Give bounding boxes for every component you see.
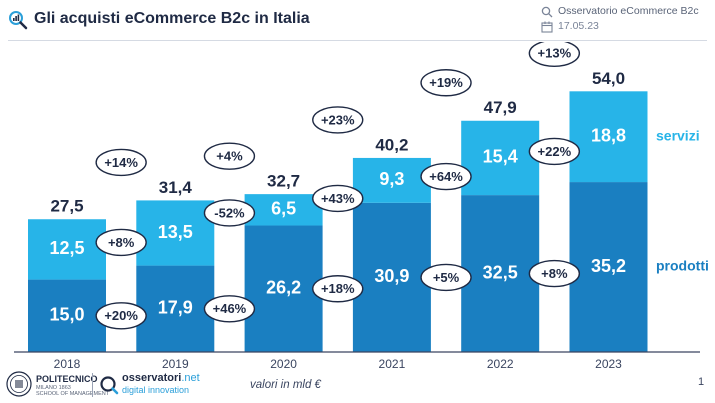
growth-prodotti-2018-2019: +20%	[104, 308, 138, 323]
search-icon	[541, 6, 553, 18]
value-label-servizi-2023: 18,8	[591, 125, 626, 145]
growth-total-2021-2022-bubble	[420, 69, 472, 97]
value-label-prodotti-2018: 15,0	[49, 305, 84, 325]
growth-servizi-2018-2019: +8%	[108, 235, 135, 250]
value-label-servizi-2018: 12,5	[49, 238, 84, 258]
brand-suffix: .net	[181, 372, 200, 384]
value-label-servizi-2022: 15,4	[483, 147, 518, 167]
growth-total-2020-2021-bubble	[312, 106, 364, 134]
growth-prodotti-2020-2021: +18%	[321, 281, 355, 296]
total-label-2020: 32,7	[267, 172, 300, 191]
total-label-2021: 40,2	[375, 135, 408, 154]
bar-prodotti-2018	[28, 279, 106, 352]
x-tick-label-2023: 2023	[595, 357, 622, 368]
growth-prodotti-2019-2020-bubble	[203, 295, 256, 323]
value-label-prodotti-2020: 26,2	[266, 278, 301, 298]
growth-servizi-2022-2023: +22%	[538, 144, 572, 159]
value-label-servizi-2020: 6,5	[271, 199, 296, 219]
page-number: 1	[698, 376, 705, 388]
institution-name: POLITECNICO	[36, 374, 98, 384]
growth-total-2022-2023: +13%	[538, 46, 572, 61]
value-label-prodotti-2023: 35,2	[591, 256, 626, 276]
bar-servizi-2020	[244, 194, 323, 226]
footer: POLITECNICO MILANO 1863 SCHOOL OF MANAGE…	[0, 368, 715, 403]
growth-total-2018-2019: +14%	[104, 155, 138, 170]
growth-total-2020-2021: +23%	[321, 112, 355, 127]
value-label-prodotti-2021: 30,9	[374, 266, 409, 286]
date-label: 17.05.23	[558, 20, 599, 32]
value-label-prodotti-2019: 17,9	[158, 298, 193, 318]
bar-prodotti-2022	[461, 195, 540, 352]
brand-sub: digital innovation	[122, 385, 190, 395]
growth-servizi-2020-2021-bubble	[312, 184, 364, 213]
brand-name: osservatori.net	[122, 372, 200, 384]
page-title: Gli acquisti eCommerce B2c in Italia	[34, 10, 310, 27]
growth-servizi-2021-2022-bubble	[420, 162, 472, 191]
growth-servizi-2019-2020: -52%	[214, 205, 245, 220]
growth-prodotti-2022-2023-bubble	[528, 259, 581, 288]
bar-servizi-2022	[461, 120, 540, 196]
growth-servizi-2018-2019-bubble	[95, 228, 147, 257]
growth-total-2021-2022: +19%	[429, 75, 463, 90]
chart-search-icon	[9, 11, 28, 30]
growth-prodotti-2020-2021-bubble	[312, 275, 364, 303]
growth-total-2018-2019-bubble	[95, 148, 147, 177]
growth-prodotti-2021-2022: +5%	[433, 270, 460, 285]
source-label: Osservatorio eCommerce B2c	[558, 5, 699, 17]
x-tick-label-2020: 2020	[270, 357, 297, 368]
footer-divider	[92, 373, 93, 397]
total-label-2019: 31,4	[159, 178, 193, 197]
x-tick-label-2021: 2021	[379, 357, 406, 368]
brand-name-text: osservatori	[122, 372, 182, 384]
x-tick-label-2018: 2018	[54, 357, 81, 368]
growth-servizi-2022-2023-bubble	[528, 137, 581, 166]
growth-servizi-2020-2021: +43%	[321, 191, 355, 206]
unit-note: valori in mld €	[250, 379, 321, 391]
total-label-2018: 27,5	[50, 197, 83, 216]
value-label-servizi-2019: 13,5	[158, 222, 193, 242]
osservatori-logo-icon	[100, 376, 119, 395]
bar-prodotti-2019	[136, 265, 215, 352]
bar-servizi-2023	[569, 91, 648, 183]
institution-city: MILANO 1863	[36, 385, 71, 391]
growth-total-2019-2020-bubble	[203, 142, 256, 170]
value-label-servizi-2021: 9,3	[379, 169, 404, 189]
bar-servizi-2019	[136, 200, 215, 266]
growth-total-2019-2020: +4%	[216, 149, 243, 164]
bar-prodotti-2020	[244, 225, 323, 352]
growth-servizi-2021-2022: +64%	[429, 169, 463, 184]
growth-total-2022-2023-bubble	[528, 42, 581, 68]
total-label-2023: 54,0	[592, 69, 625, 88]
growth-prodotti-2019-2020: +46%	[213, 301, 247, 316]
header-divider	[8, 40, 707, 41]
institution-sub: MILANO 1863 SCHOOL OF MANAGEMENT	[36, 385, 109, 397]
bar-servizi-2018	[28, 219, 106, 280]
header: Gli acquisti eCommerce B2c in Italia Oss…	[0, 0, 715, 40]
value-label-prodotti-2022: 32,5	[483, 262, 518, 282]
legend-servizi: servizi	[656, 127, 700, 143]
growth-prodotti-2018-2019-bubble	[95, 302, 147, 330]
growth-servizi-2019-2020-bubble	[203, 199, 256, 227]
x-tick-label-2019: 2019	[162, 357, 189, 368]
bar-prodotti-2023	[569, 182, 648, 352]
total-label-2022: 47,9	[484, 98, 517, 117]
bar-servizi-2021	[352, 157, 431, 203]
institution-school: SCHOOL OF MANAGEMENT	[36, 391, 110, 397]
calendar-icon	[541, 21, 553, 33]
stacked-bar-chart: 15,0 12,5 27,5 2018 17,9 13,5 31,4 2019 26,2 6,5 3…	[14, 42, 709, 368]
growth-prodotti-2021-2022-bubble	[420, 263, 472, 292]
x-tick-label-2022: 2022	[487, 357, 514, 368]
legend-prodotti: prodotti	[656, 258, 709, 274]
bar-prodotti-2021	[352, 202, 431, 352]
growth-prodotti-2022-2023: +8%	[541, 266, 568, 281]
politecnico-seal-icon	[6, 371, 32, 397]
